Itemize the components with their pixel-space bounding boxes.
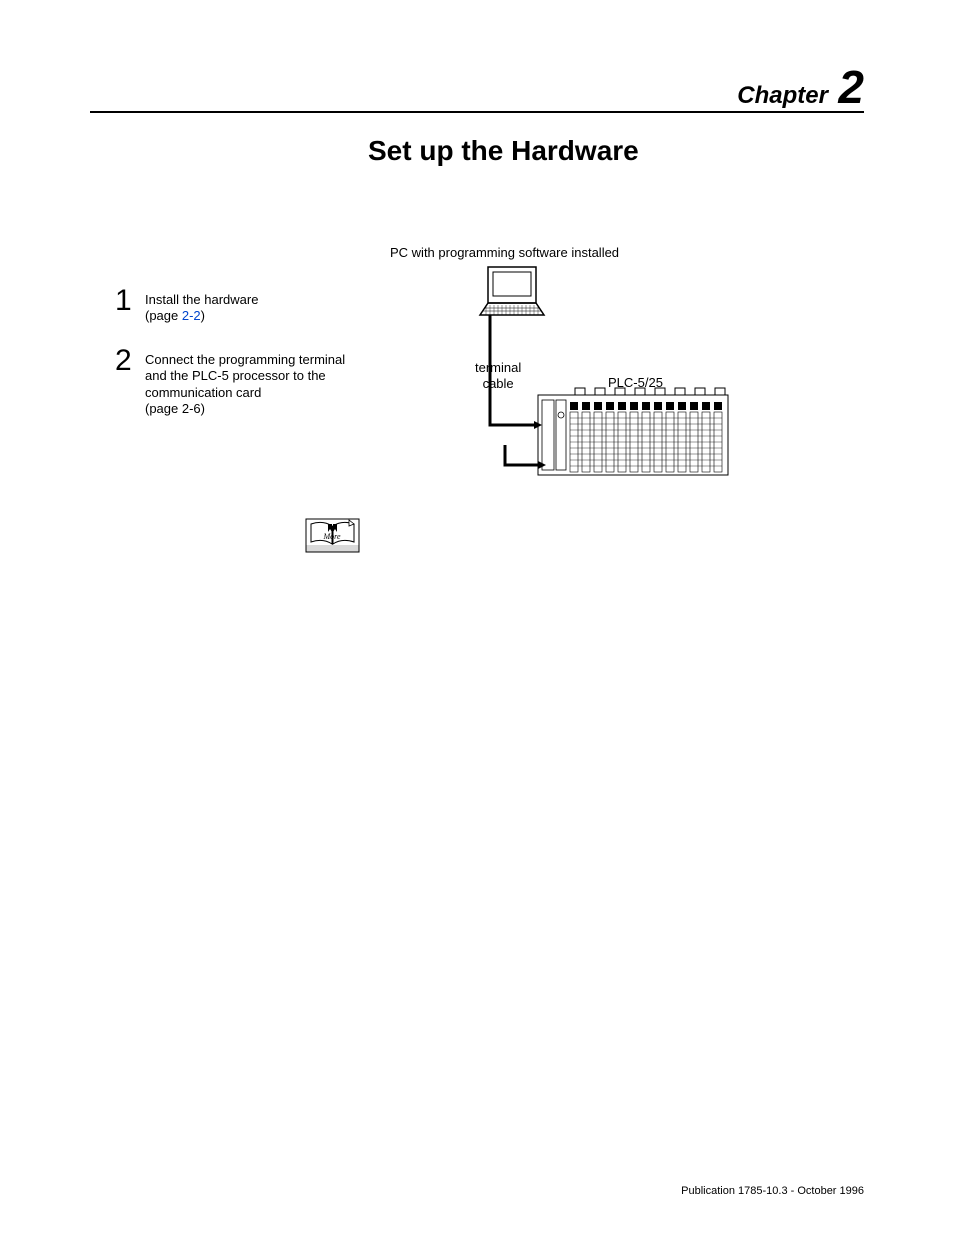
step-2-number: 2	[115, 344, 132, 378]
step-2-page-ref: 2-6	[182, 401, 201, 416]
step-2-page-suffix: )	[201, 401, 205, 416]
hardware-diagram: PC with programming software installed t…	[390, 240, 810, 500]
chapter-word: Chapter	[737, 82, 828, 109]
step-1-text: Install the hardware (page 2-2)	[145, 292, 258, 325]
terminal-cable	[490, 315, 542, 429]
more-label-text: More	[322, 532, 340, 541]
step-1-page-prefix: (page	[145, 308, 182, 323]
more-icon: More	[305, 518, 360, 553]
chapter-header: Chapter 2	[737, 60, 864, 114]
step-2-desc: Connect the programming terminal and the…	[145, 352, 345, 400]
step-2-text: Connect the programming terminal and the…	[145, 352, 355, 417]
plc-chassis-icon	[538, 388, 728, 475]
step-2-page-prefix: (page	[145, 401, 182, 416]
step-1-number: 1	[115, 284, 132, 318]
step-1-page-suffix: )	[201, 308, 205, 323]
page: Chapter 2 Set up the Hardware 1 Install …	[0, 0, 954, 1235]
step-1-page-ref[interactable]: 2-2	[182, 308, 201, 323]
pc-icon	[480, 267, 544, 315]
header-rule	[90, 111, 864, 113]
step-1-desc: Install the hardware	[145, 292, 258, 307]
cable-branch	[505, 445, 546, 469]
diagram-svg	[390, 240, 810, 500]
page-title: Set up the Hardware	[368, 135, 639, 167]
publication-footer: Publication 1785-10.3 - October 1996	[681, 1185, 864, 1197]
chapter-number: 2	[838, 61, 864, 113]
